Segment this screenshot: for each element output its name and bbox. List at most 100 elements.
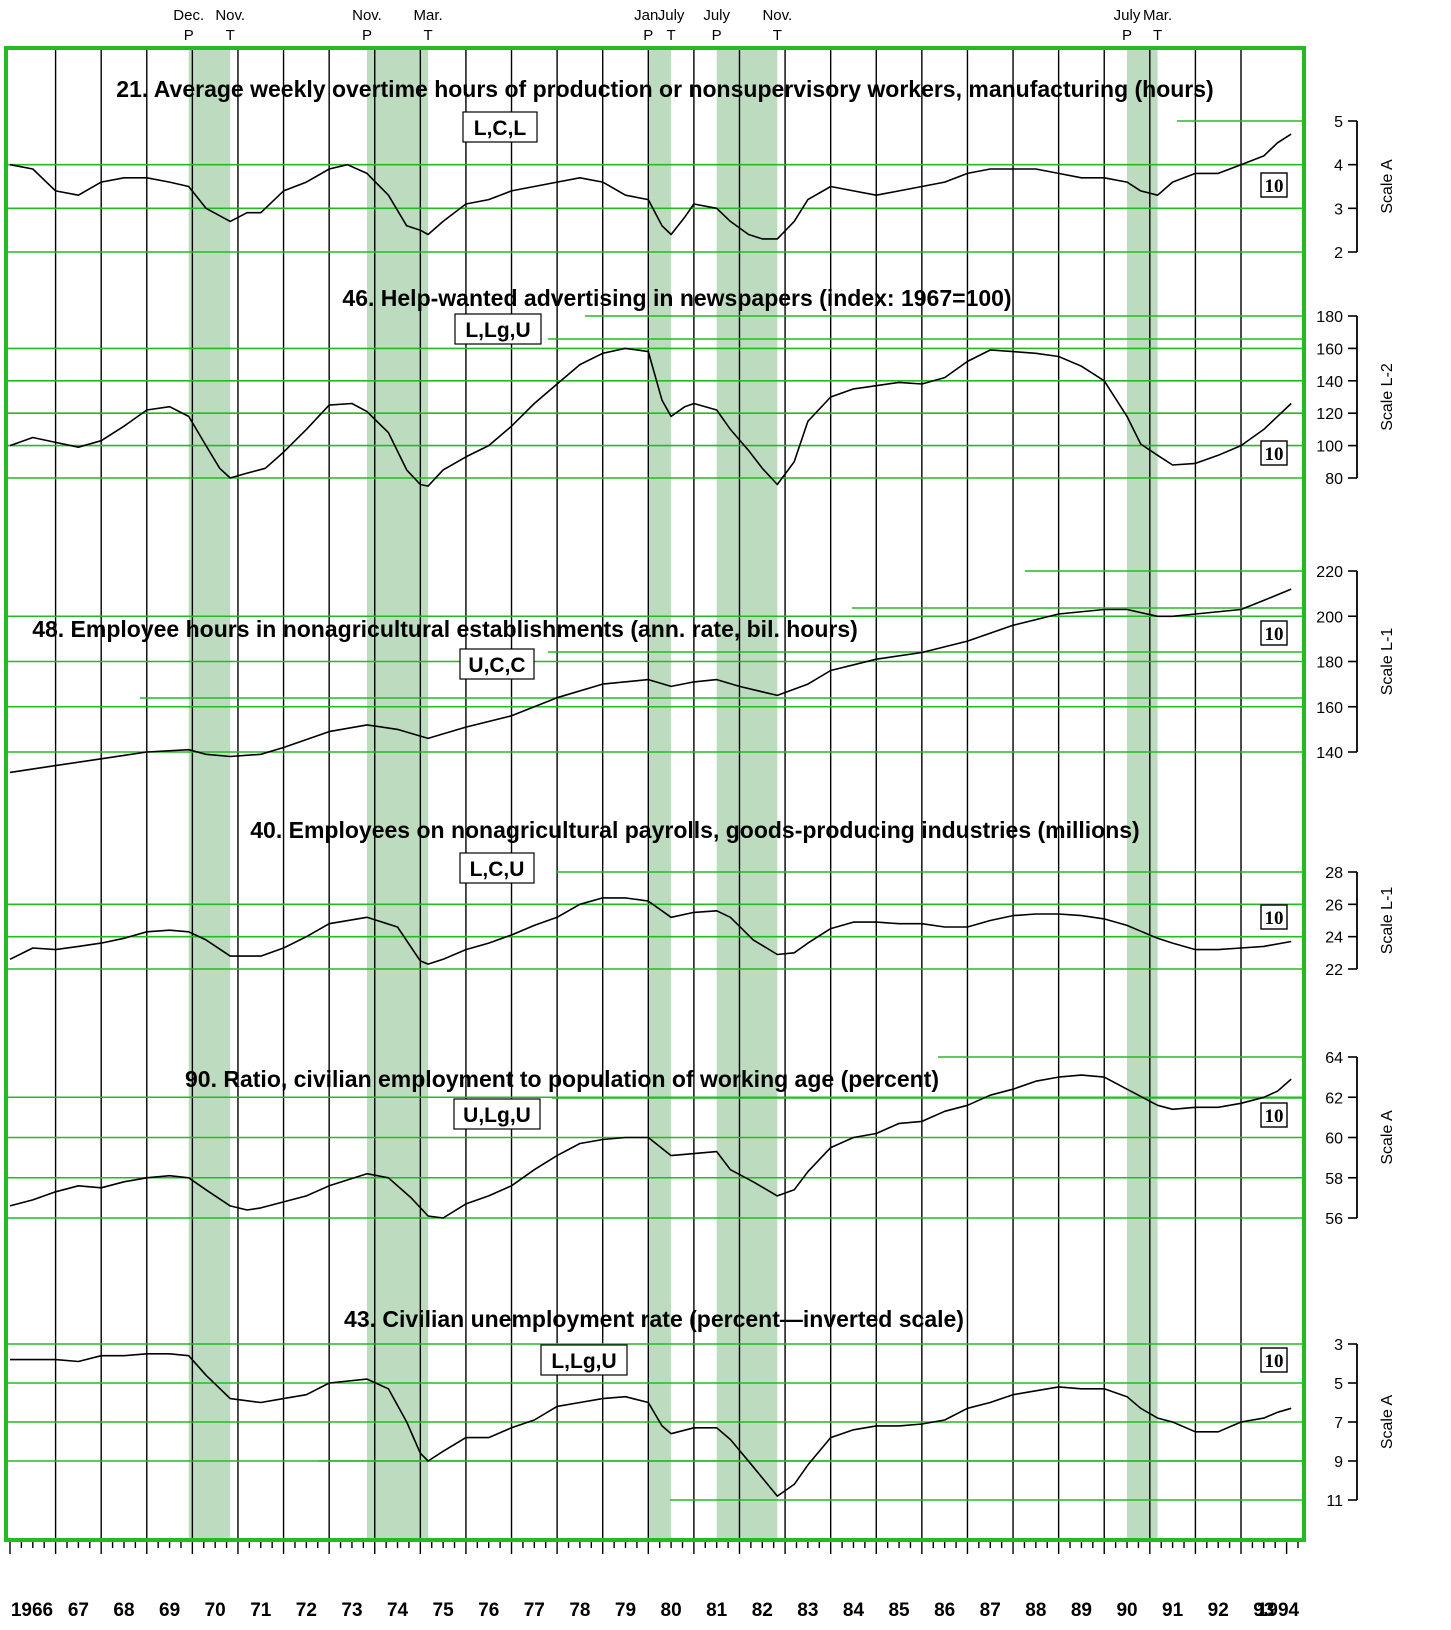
- trough-month-4: Nov.: [762, 7, 792, 24]
- peak-marker-2: P: [362, 27, 372, 44]
- tick-label-s46-180: 180: [1316, 309, 1343, 326]
- trough-marker-4: T: [773, 27, 782, 44]
- lag-box-s48: [1260, 620, 1288, 646]
- tick-label-s40-24: 24: [1325, 930, 1343, 947]
- tick-label-s46-160: 160: [1316, 341, 1343, 358]
- x-label-74: 74: [387, 1600, 409, 1621]
- peak-marker-1: P: [184, 27, 194, 44]
- tick-label-s43-3: 3: [1334, 1337, 1343, 1354]
- code-box-s40: [459, 852, 535, 884]
- trough-month-2: Mar.: [413, 7, 442, 24]
- peak-month-3: Jan.: [634, 7, 662, 24]
- x-label-76: 76: [478, 1600, 499, 1621]
- code-box-s43: [540, 1344, 628, 1376]
- code-label-s90: U,Lg,U: [463, 1104, 531, 1127]
- chart-frame: [4, 46, 1306, 1542]
- x-label-75: 75: [433, 1600, 455, 1621]
- x-label-77: 77: [524, 1600, 545, 1621]
- trough-marker-3: T: [667, 27, 676, 44]
- peak-marker-3: P: [643, 27, 653, 44]
- tick-label-s40-28: 28: [1325, 865, 1343, 882]
- scale-label-s43: Scale A: [1379, 1395, 1396, 1450]
- x-label-67: 67: [68, 1600, 89, 1621]
- scale-label-s48: Scale L-1: [1379, 628, 1396, 696]
- recession-band-2: [366, 48, 429, 1540]
- x-label-81: 81: [706, 1600, 728, 1621]
- trough-month-5: Mar.: [1143, 7, 1172, 24]
- peak-marker-5: P: [1122, 27, 1132, 44]
- peak-marker-4: P: [712, 27, 722, 44]
- trough-marker-5: T: [1153, 27, 1162, 44]
- tick-label-s90-60: 60: [1325, 1131, 1343, 1148]
- tick-label-s43-7: 7: [1334, 1415, 1343, 1432]
- lag-label-s90: 10: [1265, 1106, 1284, 1127]
- x-label-82: 82: [752, 1600, 773, 1621]
- tick-label-s46-120: 120: [1316, 406, 1343, 423]
- x-label-68: 68: [113, 1600, 134, 1621]
- scale-label-s46: Scale L-2: [1379, 363, 1396, 431]
- tick-label-s21-2: 2: [1334, 245, 1343, 262]
- tick-label-s21-5: 5: [1334, 114, 1343, 131]
- x-label-69: 69: [159, 1600, 180, 1621]
- x-label-71: 71: [250, 1600, 272, 1621]
- tick-label-s40-26: 26: [1325, 897, 1343, 914]
- peak-month-2: Nov.: [352, 7, 382, 24]
- lag-box-s90: [1260, 1102, 1288, 1128]
- tick-label-s48-180: 180: [1316, 655, 1343, 672]
- x-label-91: 91: [1162, 1600, 1184, 1621]
- x-label-86: 86: [934, 1600, 955, 1621]
- series-line-s46: [9, 347, 1292, 487]
- lag-box-s21: [1260, 172, 1288, 198]
- peak-month-5: July: [1114, 7, 1141, 24]
- x-label-72: 72: [296, 1600, 317, 1621]
- peak-month-4: July: [703, 7, 730, 24]
- x-label-88: 88: [1025, 1600, 1046, 1621]
- panel-s43: 3 5 7 9 11 Scale A 43. Civilian unemployment r…: [8, 1306, 1396, 1510]
- tick-label-s46-80: 80: [1325, 471, 1343, 488]
- tick-label-s48-220: 220: [1316, 564, 1343, 581]
- x-label-84: 84: [843, 1600, 865, 1621]
- x-label-87: 87: [980, 1600, 1001, 1621]
- trough-month-1: Nov.: [215, 7, 245, 24]
- panel-title-s90: 90. Ratio, civilian employment to popula…: [185, 1066, 939, 1092]
- recession-band-3: [648, 48, 672, 1540]
- recession-band-5: [1127, 48, 1158, 1540]
- x-label-1966: 1966: [11, 1600, 53, 1621]
- turning-points: Dec. P Nov. T Nov. P Mar. T Jan. P July T July P Nov. T…: [173, 7, 1172, 44]
- tick-label-s48-200: 200: [1316, 609, 1343, 626]
- lag-label-s43: 10: [1265, 1351, 1284, 1372]
- peak-month-1: Dec.: [173, 7, 204, 24]
- panel-s90: 56 58 60 62 64 Scale A 90. Ratio, civilian emp…: [8, 1050, 1396, 1228]
- code-label-s43: L,Lg,U: [551, 1350, 616, 1373]
- tick-label-s48-160: 160: [1316, 700, 1343, 717]
- tick-label-s90-58: 58: [1325, 1171, 1343, 1188]
- code-label-s46: L,Lg,U: [465, 319, 530, 342]
- tick-label-s43-9: 9: [1334, 1454, 1343, 1471]
- series-line-s43: [10, 1353, 1292, 1497]
- panel-title-s40: 40. Employees on nonagricultural payroll…: [250, 817, 1139, 843]
- x-label-80: 80: [661, 1600, 682, 1621]
- code-box-s21: [462, 111, 538, 143]
- panel-s48: 140 160 180 200 220 Scale L-1 48. Employee hou…: [8, 564, 1396, 774]
- panel-s40: 22 24 26 28 Scale L-1 40. Employees on nonagr…: [8, 817, 1396, 979]
- code-box-s48: [459, 648, 535, 680]
- panel-title-s48: 48. Employee hours in nonagricultural es…: [32, 616, 858, 642]
- panel-title-s21: 21. Average weekly overtime hours of pro…: [116, 76, 1213, 102]
- code-label-s21: L,C,L: [474, 117, 527, 140]
- x-label-73: 73: [341, 1600, 362, 1621]
- trough-marker-2: T: [424, 27, 433, 44]
- series-line-s90: [9, 1074, 1292, 1219]
- x-label-83: 83: [797, 1600, 818, 1621]
- panel-s46: 80 100 120 140 160 180 Scale L-2 46. Help-wante…: [8, 285, 1396, 488]
- tick-label-s43-11: 11: [1326, 1493, 1343, 1510]
- code-label-s40: L,C,U: [470, 858, 525, 881]
- lag-label-s46: 10: [1265, 444, 1284, 465]
- series-line-s21: [9, 133, 1292, 240]
- recession-band-1: [188, 48, 231, 1540]
- tick-label-s48-140: 140: [1316, 745, 1343, 762]
- tick-label-s21-3: 3: [1334, 201, 1343, 218]
- scale-label-s90: Scale A: [1379, 1110, 1396, 1165]
- x-label-92: 92: [1208, 1600, 1229, 1621]
- tick-label-s21-4: 4: [1334, 158, 1343, 175]
